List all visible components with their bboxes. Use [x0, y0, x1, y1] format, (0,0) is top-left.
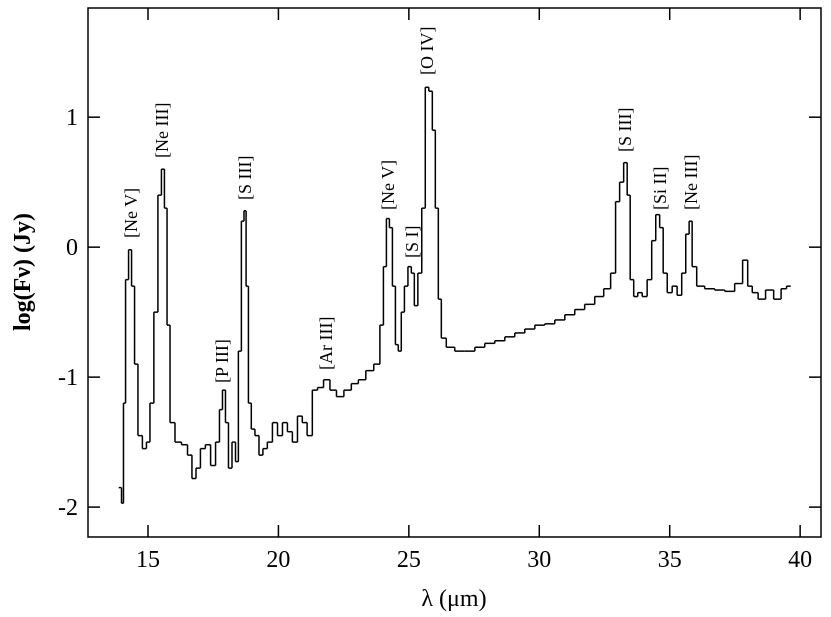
line-annotation: [Ne V]	[121, 188, 141, 238]
x-tick-label: 15	[136, 547, 160, 573]
x-tick-label: 40	[788, 547, 812, 573]
line-annotation: [Ar III]	[316, 317, 336, 370]
line-annotation: [S III]	[235, 156, 255, 200]
y-tick-label: 1	[66, 105, 78, 131]
line-annotation: [S III]	[615, 108, 635, 152]
line-annotation: [O IV]	[417, 27, 437, 75]
line-annotation: [P III]	[212, 339, 232, 383]
x-tick-label: 20	[266, 547, 290, 573]
line-annotation: [Ne III]	[681, 155, 701, 210]
plot-frame	[87, 7, 822, 538]
y-axis-label: log(Fν) (Jy)	[10, 213, 36, 331]
step-connector	[120, 87, 788, 504]
line-annotation: [Ne V]	[378, 160, 398, 210]
y-tick-label: -2	[58, 495, 78, 521]
line-annotation: [Ne III]	[152, 103, 172, 158]
x-axis-label: λ (μm)	[421, 586, 486, 612]
y-tick-label: -1	[58, 365, 78, 391]
line-annotation: [Si II]	[650, 167, 670, 211]
y-tick-label: 0	[66, 235, 78, 261]
line-annotation: [S I]	[402, 226, 422, 259]
x-tick-label: 25	[397, 547, 421, 573]
x-tick-label: 30	[527, 547, 551, 573]
x-tick-label: 35	[658, 547, 682, 573]
